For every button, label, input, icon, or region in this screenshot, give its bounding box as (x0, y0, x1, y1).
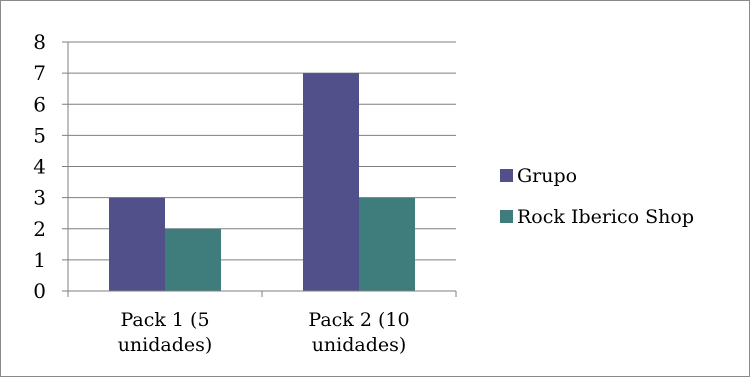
x-tick-label: Pack 2 (10 unidades) (308, 309, 409, 356)
bar-rock-iberico-shop (359, 197, 415, 291)
bars (109, 73, 415, 291)
y-tick-label: 6 (33, 92, 46, 116)
legend-label: Rock Iberico Shop (517, 206, 694, 228)
y-tick-label: 8 (33, 30, 46, 54)
y-tick-label: 3 (33, 186, 46, 210)
y-tick-label: 1 (33, 248, 46, 272)
y-tick-label: 2 (33, 217, 46, 241)
bar-rock-iberico-shop (165, 228, 221, 291)
axes (62, 41, 457, 297)
bar-grupo (109, 197, 165, 291)
y-tick-label: 5 (33, 123, 46, 147)
legend-swatch (500, 169, 513, 182)
y-tick-label: 0 (33, 279, 46, 303)
legend-swatch (500, 210, 513, 223)
bar-grupo (303, 73, 359, 291)
legend-label: Grupo (517, 165, 577, 187)
x-tick-label: Pack 1 (5 unidades) (118, 309, 213, 356)
legend: Grupo Rock Iberico Shop (500, 165, 694, 228)
tick-labels: 0 1 2 3 4 5 6 7 8 Pack 1 (5 unidades) Pack 2 (10 uni… (33, 30, 409, 356)
y-tick-label: 7 (33, 61, 46, 85)
y-tick-label: 4 (33, 155, 46, 179)
